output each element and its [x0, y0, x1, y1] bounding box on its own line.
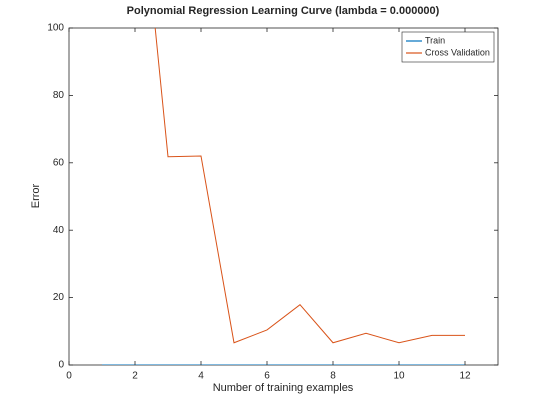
x-tick-label: 4	[198, 371, 204, 382]
x-tick-label: 6	[264, 371, 270, 382]
x-tick-label: 10	[393, 371, 405, 382]
y-tick-label: 60	[53, 157, 65, 168]
legend-label: Train	[425, 35, 445, 45]
legend-box	[401, 31, 495, 63]
y-tick-label: 40	[53, 225, 65, 236]
x-tick-label: 12	[459, 371, 471, 382]
x-tick-label: 0	[66, 371, 72, 382]
series-line	[154, 28, 465, 344]
y-tick-label: 100	[47, 23, 64, 34]
chart-title: Polynomial Regression Learning Curve (la…	[127, 5, 440, 17]
y-tick-label: 20	[53, 292, 65, 303]
y-tick-label: 0	[58, 360, 64, 371]
plot-lines	[102, 28, 465, 365]
x-tick-label: 8	[330, 371, 336, 382]
x-axis-label: Number of training examples	[213, 382, 354, 394]
plot-area	[68, 27, 499, 366]
y-tick-label: 80	[53, 90, 65, 101]
x-tick-label: 2	[132, 371, 138, 382]
y-axis-label: Error	[30, 183, 42, 208]
legend-label: Cross Validation	[425, 47, 490, 57]
